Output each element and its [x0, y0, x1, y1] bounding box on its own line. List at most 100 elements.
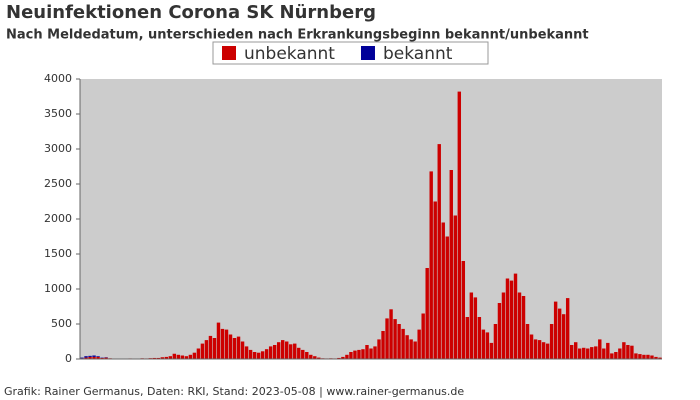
- bar: [525, 324, 530, 359]
- bar: [614, 352, 618, 359]
- bar: [313, 356, 317, 359]
- bar: [172, 353, 177, 359]
- bar: [401, 328, 405, 359]
- bar: [309, 354, 313, 359]
- y-tick-label: 0: [65, 352, 72, 365]
- chart-subtitle: Nach Meldedatum, unterschieden nach Erkr…: [6, 28, 589, 43]
- bar: [96, 356, 100, 357]
- bar: [92, 355, 96, 357]
- bar: [590, 347, 594, 359]
- bar: [248, 349, 253, 359]
- bar: [349, 352, 353, 359]
- bar: [212, 338, 217, 359]
- bar: [533, 339, 538, 359]
- bar: [337, 357, 341, 359]
- bar: [493, 324, 498, 359]
- y-tick-label: 3500: [44, 107, 72, 120]
- bar: [160, 357, 164, 359]
- bar: [80, 357, 84, 359]
- bar: [461, 261, 466, 359]
- bar: [465, 317, 470, 359]
- bar: [305, 352, 309, 359]
- y-tick-label: 3000: [44, 142, 72, 155]
- bar: [156, 357, 160, 359]
- bar: [289, 344, 293, 359]
- bar: [100, 357, 104, 359]
- bar: [228, 334, 233, 359]
- bar: [200, 343, 205, 359]
- bar: [152, 357, 156, 359]
- bar: [232, 338, 237, 359]
- bar: [276, 342, 281, 359]
- bar: [513, 273, 518, 359]
- bar: [252, 352, 257, 359]
- bar: [393, 319, 397, 359]
- y-tick-label: 500: [51, 317, 72, 330]
- bar: [104, 357, 108, 359]
- bar: [602, 348, 606, 359]
- bar: [545, 343, 550, 359]
- bar: [445, 236, 449, 359]
- bar: [184, 356, 189, 359]
- bar: [469, 292, 474, 359]
- bar: [529, 334, 534, 359]
- bar: [638, 354, 642, 359]
- bar: [397, 324, 401, 359]
- bar: [345, 354, 349, 359]
- bar: [618, 348, 622, 359]
- bar: [598, 339, 602, 359]
- bar: [96, 356, 100, 359]
- bar: [260, 351, 265, 359]
- bar: [582, 347, 586, 359]
- bar: [630, 345, 634, 359]
- bar: [88, 355, 92, 357]
- bar: [417, 329, 421, 359]
- y-tick-label: 1500: [44, 247, 72, 260]
- bar: [389, 309, 393, 359]
- bar: [188, 354, 193, 359]
- bar: [385, 318, 389, 359]
- bar: [421, 313, 425, 359]
- bar: [586, 348, 590, 359]
- y-tick-label: 2500: [44, 177, 72, 190]
- bar: [573, 342, 578, 359]
- bar: [176, 354, 181, 359]
- bar: [497, 303, 502, 359]
- bar: [204, 340, 209, 359]
- y-tick-label: 1000: [44, 282, 72, 295]
- legend-label: unbekannt: [244, 44, 335, 64]
- bar: [301, 349, 305, 359]
- bar: [353, 350, 357, 359]
- bar: [565, 298, 570, 359]
- bar: [650, 355, 654, 359]
- bar: [92, 356, 96, 359]
- bar: [517, 292, 522, 359]
- legend-label: bekannt: [383, 44, 453, 64]
- bar: [268, 346, 273, 359]
- bar: [561, 314, 566, 359]
- bar: [521, 296, 526, 359]
- bar: [433, 201, 437, 359]
- bar: [196, 348, 201, 359]
- bar: [357, 349, 361, 359]
- bar: [642, 354, 646, 359]
- bar: [626, 345, 630, 359]
- bar: [485, 332, 490, 359]
- bar: [272, 345, 277, 359]
- bar: [457, 91, 462, 359]
- bar: [377, 339, 381, 359]
- bar: [541, 342, 546, 359]
- bar: [578, 348, 582, 359]
- bar: [297, 347, 301, 359]
- chart-title: Neuinfektionen Corona SK Nürnberg: [6, 2, 376, 23]
- bar: [84, 357, 88, 359]
- bar: [646, 354, 650, 359]
- bar: [654, 356, 658, 359]
- footer: Grafik: Rainer Germanus, Daten: RKI, Sta…: [4, 385, 464, 398]
- bar: [361, 349, 365, 359]
- bar: [549, 324, 554, 359]
- bar: [489, 342, 494, 359]
- bar: [622, 342, 626, 359]
- bar: [658, 357, 662, 359]
